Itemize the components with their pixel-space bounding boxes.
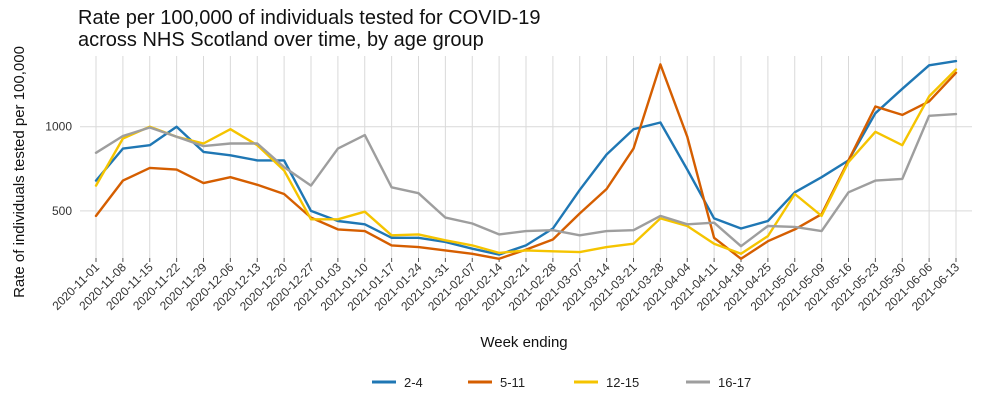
x-axis-title: Week ending [480, 334, 567, 351]
chart-title-line-1: Rate per 100,000 of individuals tested f… [78, 7, 540, 29]
y-axis-ticks: 500 1000 [45, 120, 72, 218]
legend-item-2-4: 2-4 [372, 375, 423, 390]
legend-label: 16-17 [718, 375, 751, 390]
legend-item-5-11: 5-11 [468, 375, 525, 390]
series-line-2-4 [94, 59, 958, 256]
gridlines [80, 56, 972, 258]
series-lines [94, 59, 958, 260]
y-tick-label: 500 [52, 204, 72, 218]
legend-label: 5-11 [500, 375, 525, 390]
legend-label: 12-15 [606, 375, 639, 390]
legend: 2-4 5-11 12-15 16-17 [372, 375, 751, 390]
series-line-12-15 [94, 68, 958, 256]
series-line-16-17 [94, 112, 958, 248]
legend-item-12-15: 12-15 [574, 375, 639, 390]
y-axis-title: Rate of individuals tested per 100,000 [11, 46, 28, 298]
chart-title-line-2: across NHS Scotland over time, by age gr… [78, 29, 484, 51]
legend-item-16-17: 16-17 [686, 375, 751, 390]
x-axis-ticks: 2020-11-012020-11-082020-11-152020-11-22… [49, 258, 962, 314]
legend-label: 2-4 [404, 375, 423, 390]
y-tick-label: 1000 [45, 120, 72, 134]
